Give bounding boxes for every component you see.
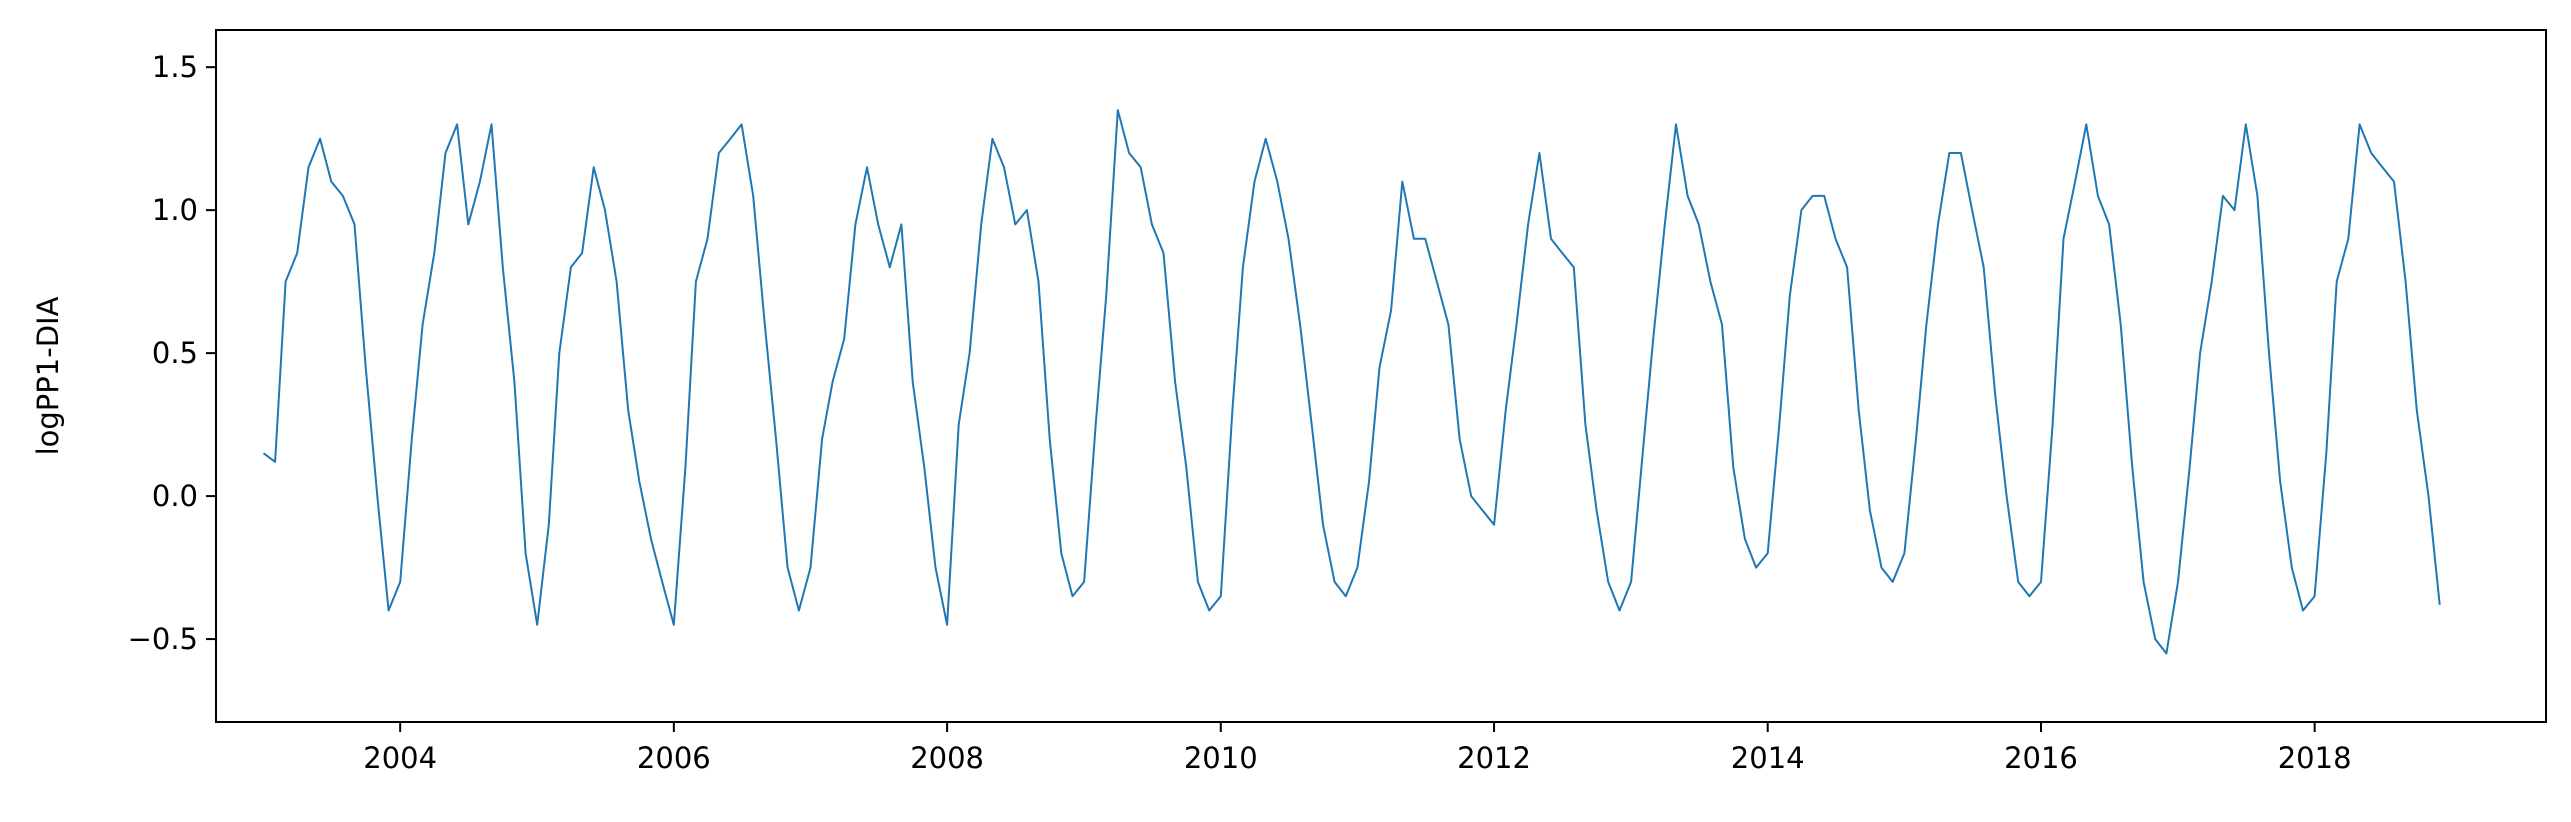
plot-background [216,30,2546,722]
y-tick-label: 1.0 [152,193,198,227]
y-axis: 1.5 1.0 0.5 0.0 −0.5 [128,50,216,656]
x-axis: 2004 2006 2008 2010 2012 2014 2016 2018 [363,722,2352,775]
x-tick-label: 2018 [2278,741,2352,775]
y-axis-title: logPP1-DIA [31,296,65,455]
y-tick-label: 0.0 [152,479,198,513]
y-tick-label: 0.5 [152,336,198,370]
x-tick-label: 2008 [910,741,984,775]
x-tick-label: 2012 [1457,741,1531,775]
series-line [262,109,2441,655]
x-tick-label: 2016 [2004,741,2078,775]
x-tick-label: 2006 [637,741,711,775]
y-tick-label: −0.5 [128,622,198,656]
series-layer [262,109,2441,655]
x-tick-label: 2010 [1184,741,1258,775]
y-tick-label: 1.5 [152,50,198,84]
plot-frame [215,29,2547,723]
x-tick-label: 2004 [363,741,437,775]
x-tick-label: 2014 [1731,741,1805,775]
